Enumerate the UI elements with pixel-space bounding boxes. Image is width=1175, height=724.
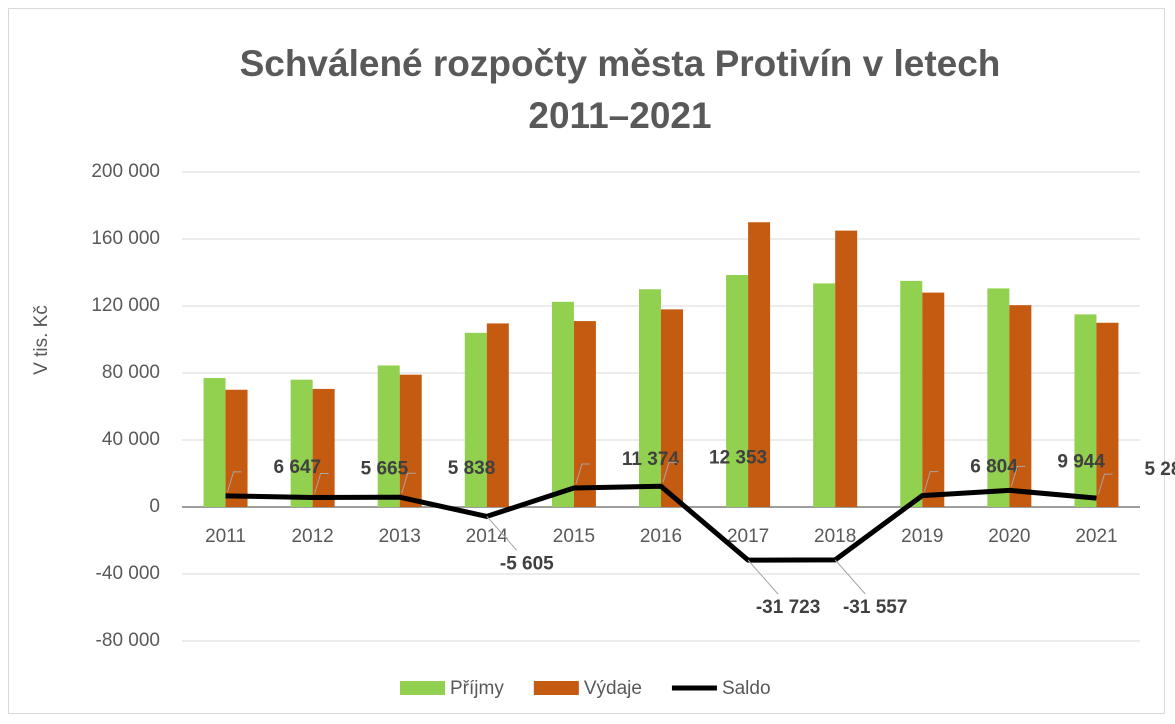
bar (203, 378, 226, 507)
bar (551, 301, 574, 507)
chart-frame (8, 8, 1165, 714)
bar (1009, 305, 1032, 507)
data-label: -5 605 (500, 553, 554, 574)
y-tick-label: 0 (149, 496, 160, 517)
leader-line (834, 559, 866, 595)
x-tick-label: 2015 (553, 526, 595, 547)
x-tick-label: 2017 (727, 526, 769, 547)
data-label: 12 353 (709, 447, 767, 468)
legend-swatch (400, 681, 445, 695)
data-label: 9 944 (1057, 451, 1105, 472)
bar (813, 283, 836, 507)
y-tick-label: 40 000 (102, 429, 160, 450)
bar (290, 379, 313, 507)
legend-label: Saldo (722, 678, 771, 699)
data-label: 5 282 (1144, 459, 1175, 480)
y-tick-label: 160 000 (91, 228, 160, 249)
y-tick-label: -40 000 (96, 563, 160, 584)
bar (225, 389, 248, 507)
leader-line (747, 559, 779, 595)
leader-line (575, 463, 590, 485)
x-tick-label: 2019 (901, 526, 943, 547)
y-tick-label: -80 000 (96, 630, 160, 651)
legend-label: Výdaje (584, 678, 642, 699)
line (225, 483, 1097, 563)
bar (922, 292, 945, 507)
x-tick-label: 2016 (640, 526, 682, 547)
y-tick-label: 120 000 (91, 295, 160, 316)
y-axis-label: V tis. Kč (31, 305, 52, 375)
bar (312, 388, 335, 507)
leader-line (662, 461, 677, 483)
data-label: -31 557 (843, 597, 907, 618)
bar (573, 321, 596, 507)
data-label: 6 647 (274, 457, 322, 478)
x-tick-label: 2020 (988, 526, 1030, 547)
leader-line (486, 516, 518, 551)
bar (464, 332, 487, 507)
data-label: -31 723 (756, 597, 820, 618)
bar (486, 323, 509, 507)
data-label: 5 665 (361, 459, 409, 480)
data-label: 11 374 (622, 449, 679, 470)
bar (399, 374, 422, 507)
leader-line (401, 472, 416, 494)
bar (639, 289, 661, 507)
data-label: 6 804 (970, 457, 1018, 478)
legend-label: Příjmy (450, 678, 504, 699)
leader-line (1097, 473, 1113, 495)
x-tick-label: 2021 (1075, 526, 1117, 547)
bar (900, 280, 923, 507)
bar (726, 275, 749, 507)
bar (835, 230, 858, 507)
chart-title: Schválené rozpočty města Protivín v lete… (239, 43, 1001, 136)
bar (748, 222, 771, 507)
leader-line (1010, 465, 1026, 487)
y-tick-label: 200 000 (91, 161, 160, 182)
bar (661, 309, 683, 507)
leader-line (314, 473, 329, 494)
x-tick-label: 2018 (814, 526, 856, 547)
x-tick-label: 2013 (379, 526, 421, 547)
bar (1096, 322, 1119, 507)
bar (1074, 314, 1097, 507)
bar (987, 288, 1010, 507)
x-tick-label: 2012 (291, 526, 333, 547)
legend-swatch (533, 681, 579, 695)
x-tick-label: 2014 (466, 526, 509, 547)
data-label: 5 838 (448, 458, 496, 479)
bar (377, 365, 400, 507)
leader-line (923, 471, 939, 492)
x-tick-label: 2011 (205, 526, 246, 547)
y-tick-label: 80 000 (102, 362, 160, 383)
leader-line (227, 471, 242, 493)
